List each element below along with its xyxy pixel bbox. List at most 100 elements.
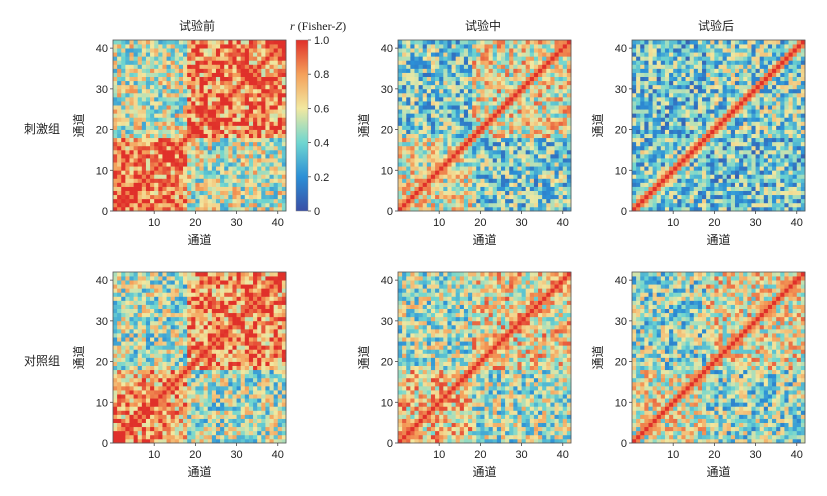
heatmap-cell [451,141,457,147]
heatmap-cell [269,72,274,77]
heatmap-cell [566,97,572,102]
heatmap-cell [150,109,155,114]
heatmap-cell [187,186,192,191]
heatmap-cell [513,40,518,45]
heatmap-cell [751,154,756,159]
heatmap-cell [472,202,477,208]
heatmap-cell [673,170,678,175]
heatmap-cell [521,174,527,179]
heatmap-cell [718,149,723,155]
heatmap-cell [476,198,481,204]
heatmap-cell [166,97,172,102]
heatmap-cell [398,48,403,53]
heatmap-cell [784,137,789,143]
heatmap-cell [199,141,204,147]
heatmap-cell [439,101,444,106]
heatmap-cell [430,40,436,45]
heatmap-cell [459,60,465,65]
heatmap-cell [199,52,204,57]
heatmap-cell [730,125,736,130]
heatmap-cell [447,149,452,155]
heatmap-cell [447,84,452,90]
heatmap-cell [772,178,777,183]
heatmap-cell [673,76,678,82]
heatmap-cell [145,68,151,73]
heatmap-cell [277,170,283,175]
heatmap-cell [739,113,744,118]
heatmap-cell [722,202,728,208]
heatmap-cell [439,80,444,86]
heatmap-cell [722,149,728,155]
heatmap-cell [232,80,237,86]
heatmap-cell [480,129,485,134]
heatmap-cell [257,52,262,57]
heatmap-cell [414,125,419,130]
heatmap-cell [648,137,653,143]
heatmap-cell [265,97,270,102]
heatmap-cell [743,194,748,200]
heatmap-cell [792,137,798,143]
heatmap-cell [702,117,707,122]
heatmap-cell [550,129,555,134]
heatmap-cell [426,162,432,167]
heatmap-cell [566,76,572,82]
heatmap-cell [681,97,686,102]
heatmap-cell [529,194,535,200]
heatmap-cell [257,170,262,175]
heatmap-cell [207,206,213,212]
heatmap-cell [788,125,793,130]
heatmap-cell [257,68,262,73]
heatmap-cell [726,206,732,212]
heatmap-cell [145,194,151,200]
heatmap-cell [451,125,457,130]
heatmap-cell [133,182,139,187]
heatmap-cell [743,109,748,114]
heatmap-cell [244,88,250,94]
heatmap-cell [776,190,781,196]
heatmap-cell [121,174,126,179]
heatmap-cell [426,68,432,73]
heatmap-cell [269,92,274,98]
heatmap-cell [447,48,452,53]
heatmap-cell [240,44,246,49]
heatmap-cell [261,158,266,163]
heatmap-cell [240,166,246,171]
heatmap-cell [187,190,192,196]
heatmap-cell [398,149,403,155]
heatmap-cell [751,149,756,155]
heatmap-cell [443,194,448,200]
heatmap-cell [697,158,703,163]
heatmap-cell [236,113,242,118]
heatmap-frame [397,39,572,212]
heatmap-cell [199,97,204,102]
heatmap-cell [648,117,653,122]
heatmap-cell [435,92,440,98]
heatmap-cell [435,88,440,94]
heatmap-cell [664,72,670,77]
heatmap-cell [174,149,180,155]
heatmap-cell [463,162,469,167]
heatmap-cell [133,137,139,143]
heatmap-cell [538,56,543,61]
heatmap-cell [435,56,440,61]
heatmap-cell [743,80,748,86]
heatmap-cell [187,194,192,200]
heatmap-cell [710,109,715,114]
heatmap-cell [178,44,184,49]
heatmap-cell [726,80,732,86]
heatmap-cell [677,194,682,200]
heatmap-cell [129,88,134,94]
heatmap-cell [702,76,707,82]
heatmap-cell [414,105,419,110]
heatmap-cell [162,125,167,130]
heatmap-cell [211,154,217,159]
heatmap-cell [195,125,200,130]
heatmap-cell [426,154,432,159]
heatmap-cell [517,170,522,175]
heatmap-cell [734,154,740,159]
heatmap-cell [656,194,662,200]
heatmap-cell [178,206,184,212]
heatmap-cell [788,202,793,208]
heatmap-cell [451,109,457,114]
heatmap-cell [236,129,242,134]
